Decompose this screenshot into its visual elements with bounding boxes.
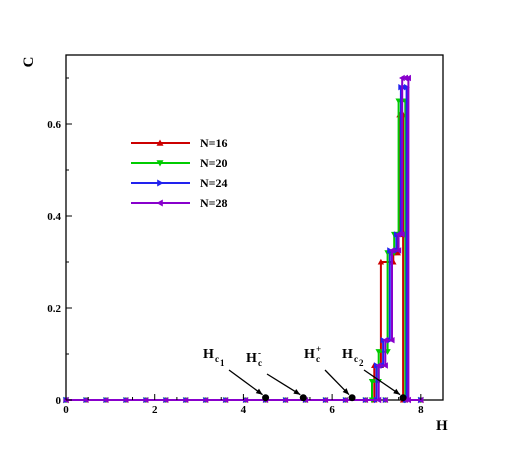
data-point-marker (405, 396, 411, 404)
baseline-marker (382, 397, 388, 403)
annotation-subscript: c (258, 358, 262, 368)
annotation-subsubscript: 1 (220, 358, 225, 368)
data-point-marker (394, 249, 401, 256)
annotation-superscript: + (316, 344, 321, 354)
legend-label: N=20 (200, 156, 228, 170)
y-axis-title: C (21, 57, 37, 68)
data-point-marker (375, 349, 382, 355)
baseline-marker (322, 397, 328, 403)
data-point-marker (405, 74, 411, 82)
annotation-label: H (304, 347, 315, 362)
y-tick-label: 0 (56, 395, 62, 407)
data-point-marker (398, 84, 405, 91)
annotation-subscript: c (354, 354, 358, 364)
legend-label: N=16 (200, 136, 228, 150)
annotation-arrowhead (393, 388, 401, 395)
baseline-marker (102, 397, 109, 403)
y-tick-label: 0.6 (47, 119, 61, 131)
annotation-subscript: c (215, 354, 219, 364)
baseline-marker (142, 397, 149, 403)
data-point-marker (368, 379, 376, 385)
data-point-marker (375, 396, 382, 404)
baseline-marker (202, 397, 209, 403)
data-point-marker (398, 74, 405, 82)
data-point-marker (388, 337, 395, 344)
data-point-marker (398, 231, 405, 238)
data-point-marker (402, 74, 408, 82)
annotation-arrow (266, 373, 301, 396)
baseline-marker (222, 397, 229, 403)
legend-marker (156, 139, 164, 146)
baseline-marker (182, 397, 189, 403)
baseline-marker (122, 397, 129, 403)
annotation-superscript: - (258, 348, 261, 358)
critical-point-dot (399, 394, 407, 402)
baseline-marker (282, 397, 288, 403)
annotation-arrowhead (293, 388, 301, 395)
annotation-arrowhead (342, 388, 350, 395)
annotation-subsubscript: 2 (359, 358, 364, 368)
annotation-label: H (342, 347, 353, 362)
baseline-marker (342, 397, 348, 403)
data-point-marker (382, 337, 388, 344)
critical-point-dot (299, 394, 307, 402)
annotation-label: H (246, 351, 257, 366)
x-tick-label: 0 (63, 404, 69, 416)
series-layer (62, 74, 425, 404)
legend-label: N=24 (200, 176, 228, 190)
x-tick-label: 6 (329, 404, 335, 416)
legend-marker (157, 179, 164, 187)
y-tick-label: 0.4 (47, 211, 61, 223)
critical-point-dot (348, 394, 356, 402)
x-axis-title: H (436, 418, 448, 434)
legend-marker (156, 160, 164, 167)
baseline-marker (362, 397, 368, 403)
annotation-arrow (363, 369, 401, 396)
baseline-marker (82, 397, 89, 403)
data-point-marker (388, 247, 395, 254)
baseline-marker (242, 397, 249, 403)
series-line (66, 100, 421, 401)
legend-marker (156, 199, 163, 207)
series-line (66, 113, 421, 401)
annotation-arrowhead (255, 388, 263, 395)
annotation-label: H (203, 347, 214, 362)
x-tick-label: 4 (241, 404, 247, 416)
legend-label: N=28 (200, 196, 228, 210)
series-line (66, 86, 421, 401)
legend: N=16 N=20 N=24 N=28 (131, 136, 228, 210)
data-point-marker (375, 362, 382, 369)
data-point-marker (395, 247, 402, 254)
x-tick-label: 8 (418, 404, 424, 416)
x-tick-label: 2 (152, 404, 158, 416)
critical-point-dot (262, 394, 270, 402)
data-point-marker (382, 362, 388, 369)
plot-frame (65, 54, 444, 401)
data-point-marker (395, 231, 402, 238)
annotation-subscript: c (316, 354, 320, 364)
data-point-marker (377, 258, 385, 265)
data-point-marker (404, 84, 410, 91)
series-line (66, 77, 421, 401)
axes-layer: 0 2 4 6 8 0 0.2 0.4 0.6 (47, 77, 424, 416)
y-tick-label: 0.2 (47, 303, 61, 315)
annotation-arrow (228, 369, 263, 396)
baseline-marker (162, 397, 169, 403)
